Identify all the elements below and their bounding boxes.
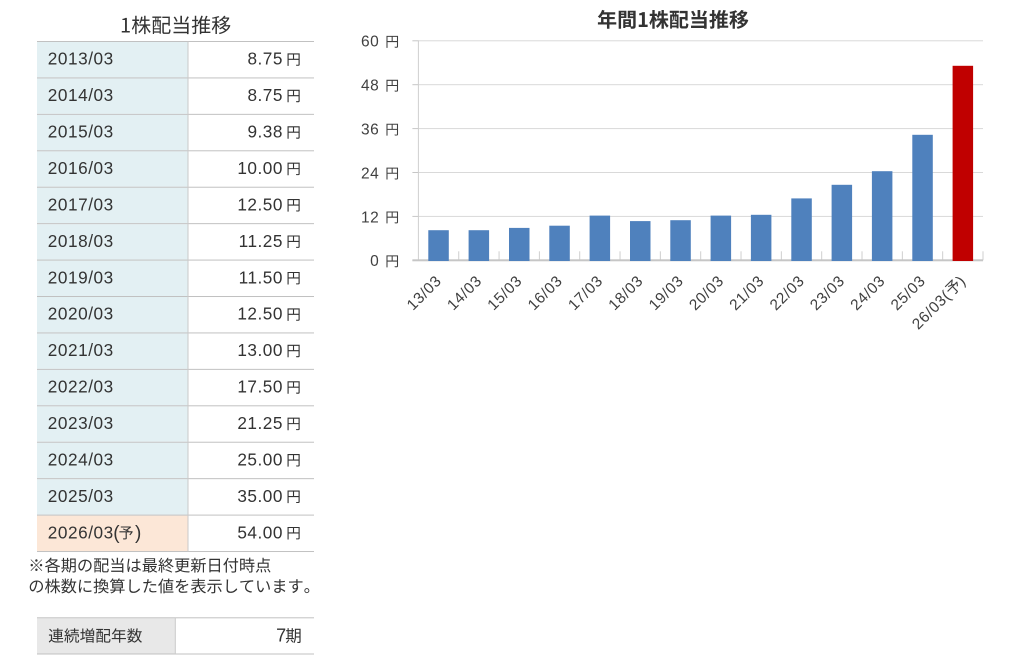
svg-text:13.00: 13.00: [237, 340, 283, 360]
svg-text:23/03: 23/03: [807, 273, 848, 314]
svg-text:2013/03: 2013/03: [48, 49, 114, 69]
svg-text:2026/03: 2026/03: [48, 522, 114, 542]
svg-text:14/03: 14/03: [444, 273, 485, 314]
svg-text:25.00: 25.00: [237, 449, 283, 469]
svg-text:17.50: 17.50: [237, 377, 283, 397]
svg-text:24: 24: [361, 165, 379, 182]
svg-text:18/03: 18/03: [605, 273, 646, 314]
svg-text:35.00: 35.00: [237, 486, 283, 506]
svg-text:12: 12: [361, 209, 379, 226]
svg-text:21.25: 21.25: [237, 413, 283, 433]
svg-text:2015/03: 2015/03: [48, 122, 114, 142]
svg-text:48: 48: [361, 78, 379, 95]
svg-text:24/03: 24/03: [847, 273, 888, 314]
svg-text:10.00: 10.00: [237, 158, 283, 178]
svg-text:2020/03: 2020/03: [48, 304, 114, 324]
svg-text:60: 60: [361, 34, 379, 51]
svg-text:8.75: 8.75: [247, 49, 282, 69]
svg-text:19/03: 19/03: [646, 273, 687, 314]
svg-text:11.50: 11.50: [239, 267, 283, 287]
svg-text:): ): [135, 523, 141, 544]
svg-text:17/03: 17/03: [565, 273, 606, 314]
svg-text:2021/03: 2021/03: [48, 340, 114, 360]
svg-text:36: 36: [361, 122, 379, 139]
svg-text:2017/03: 2017/03: [48, 194, 114, 214]
svg-text:21/03: 21/03: [726, 273, 767, 314]
svg-text:(: (: [113, 523, 120, 544]
svg-text:9.38: 9.38: [247, 122, 282, 142]
svg-text:12.50: 12.50: [237, 304, 283, 324]
svg-text:2025/03: 2025/03: [48, 486, 114, 506]
svg-text:16/03: 16/03: [525, 273, 566, 314]
svg-text:2023/03: 2023/03: [48, 413, 114, 433]
svg-text:11.25: 11.25: [239, 231, 283, 251]
svg-text:22/03: 22/03: [767, 273, 808, 314]
svg-text:2024/03: 2024/03: [48, 449, 114, 469]
svg-text:15/03: 15/03: [484, 273, 525, 314]
svg-text:54.00: 54.00: [237, 522, 283, 542]
svg-text:2022/03: 2022/03: [48, 377, 114, 397]
svg-text:7: 7: [276, 626, 286, 646]
svg-text:): ): [953, 273, 969, 289]
svg-text:13/03: 13/03: [404, 273, 445, 314]
svg-text:8.75: 8.75: [247, 85, 282, 105]
svg-text:2014/03: 2014/03: [48, 85, 114, 105]
svg-text:20/03: 20/03: [686, 273, 727, 314]
svg-text:2018/03: 2018/03: [48, 231, 114, 251]
svg-text:12.50: 12.50: [237, 194, 283, 214]
svg-text:0: 0: [370, 253, 379, 270]
svg-text:2016/03: 2016/03: [48, 158, 114, 178]
svg-text:2019/03: 2019/03: [48, 267, 114, 287]
